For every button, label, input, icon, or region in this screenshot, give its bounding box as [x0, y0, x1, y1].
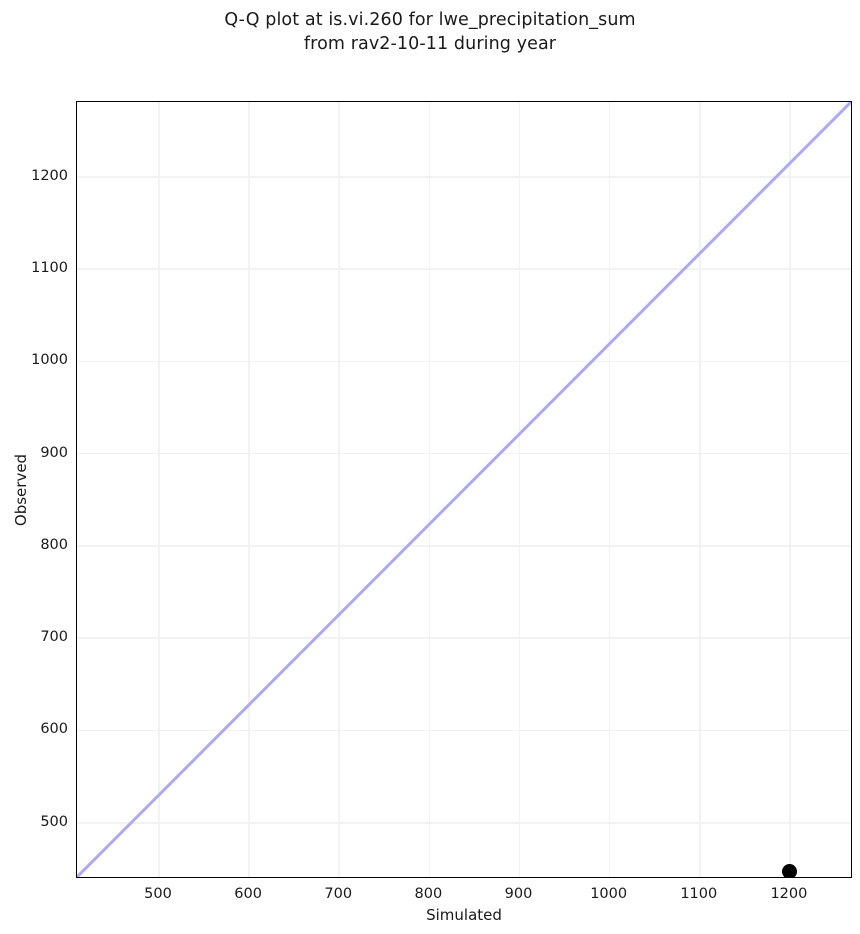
y-tick-mark [76, 453, 77, 454]
x-tick-label: 600 [234, 886, 262, 902]
x-tick-label: 1100 [680, 886, 718, 902]
x-axis-label: Simulated [426, 906, 502, 924]
y-tick-label: 800 [40, 536, 68, 553]
gridline-horizontal [77, 821, 851, 824]
gridline-horizontal [77, 637, 851, 639]
y-tick-mark [76, 545, 77, 546]
one-to-one-reference-line [77, 102, 851, 877]
x-tick-label: 700 [324, 886, 353, 902]
y-tick-mark [76, 637, 77, 638]
gridline-vertical [518, 102, 521, 877]
gridline-vertical [428, 102, 431, 877]
gridline-horizontal [77, 729, 851, 732]
y-tick-label: 1100 [31, 260, 68, 277]
chart-title: Q-Q plot at is.vi.260 for lwe_precipitat… [224, 10, 636, 54]
gridline-vertical [248, 102, 250, 877]
x-tick-label: 1200 [770, 886, 808, 902]
gridline-vertical [608, 102, 611, 877]
y-axis-tick-labels: 500 600 700 800 900 1000 1100 1200 [0, 101, 68, 878]
y-tick-label: 1200 [31, 167, 68, 184]
x-tick-label: 500 [144, 886, 172, 902]
gridline-vertical [338, 102, 341, 877]
gridline-vertical [698, 102, 701, 877]
y-tick-label: 600 [40, 721, 68, 738]
y-tick-label: 500 [40, 813, 68, 830]
x-tick-label: 800 [414, 886, 443, 902]
gridline-horizontal [77, 545, 851, 547]
x-tick-label: 900 [504, 886, 533, 902]
gridline-horizontal [77, 268, 851, 270]
y-tick-mark [76, 730, 77, 731]
data-point [782, 864, 798, 877]
y-tick-mark [76, 822, 77, 823]
gridline-vertical [158, 102, 160, 877]
x-axis-tick-labels: 500 600 700 800 900 1000 1100 1200 [76, 886, 852, 910]
gridline-vertical [789, 102, 791, 877]
y-tick-label: 700 [40, 629, 68, 646]
y-tick-mark [76, 361, 77, 362]
y-axis-label-text: Observed [12, 453, 30, 526]
gridline-horizontal [77, 360, 851, 363]
y-tick-label: 900 [40, 444, 68, 461]
gridline-horizontal [77, 175, 851, 178]
plot-area [76, 101, 852, 878]
y-axis-label: Observed [10, 101, 32, 878]
x-tick-label: 1000 [590, 886, 628, 902]
gridline-horizontal [77, 452, 851, 455]
y-tick-mark [76, 176, 77, 177]
y-tick-mark [76, 268, 77, 269]
y-tick-label: 1000 [31, 352, 68, 369]
